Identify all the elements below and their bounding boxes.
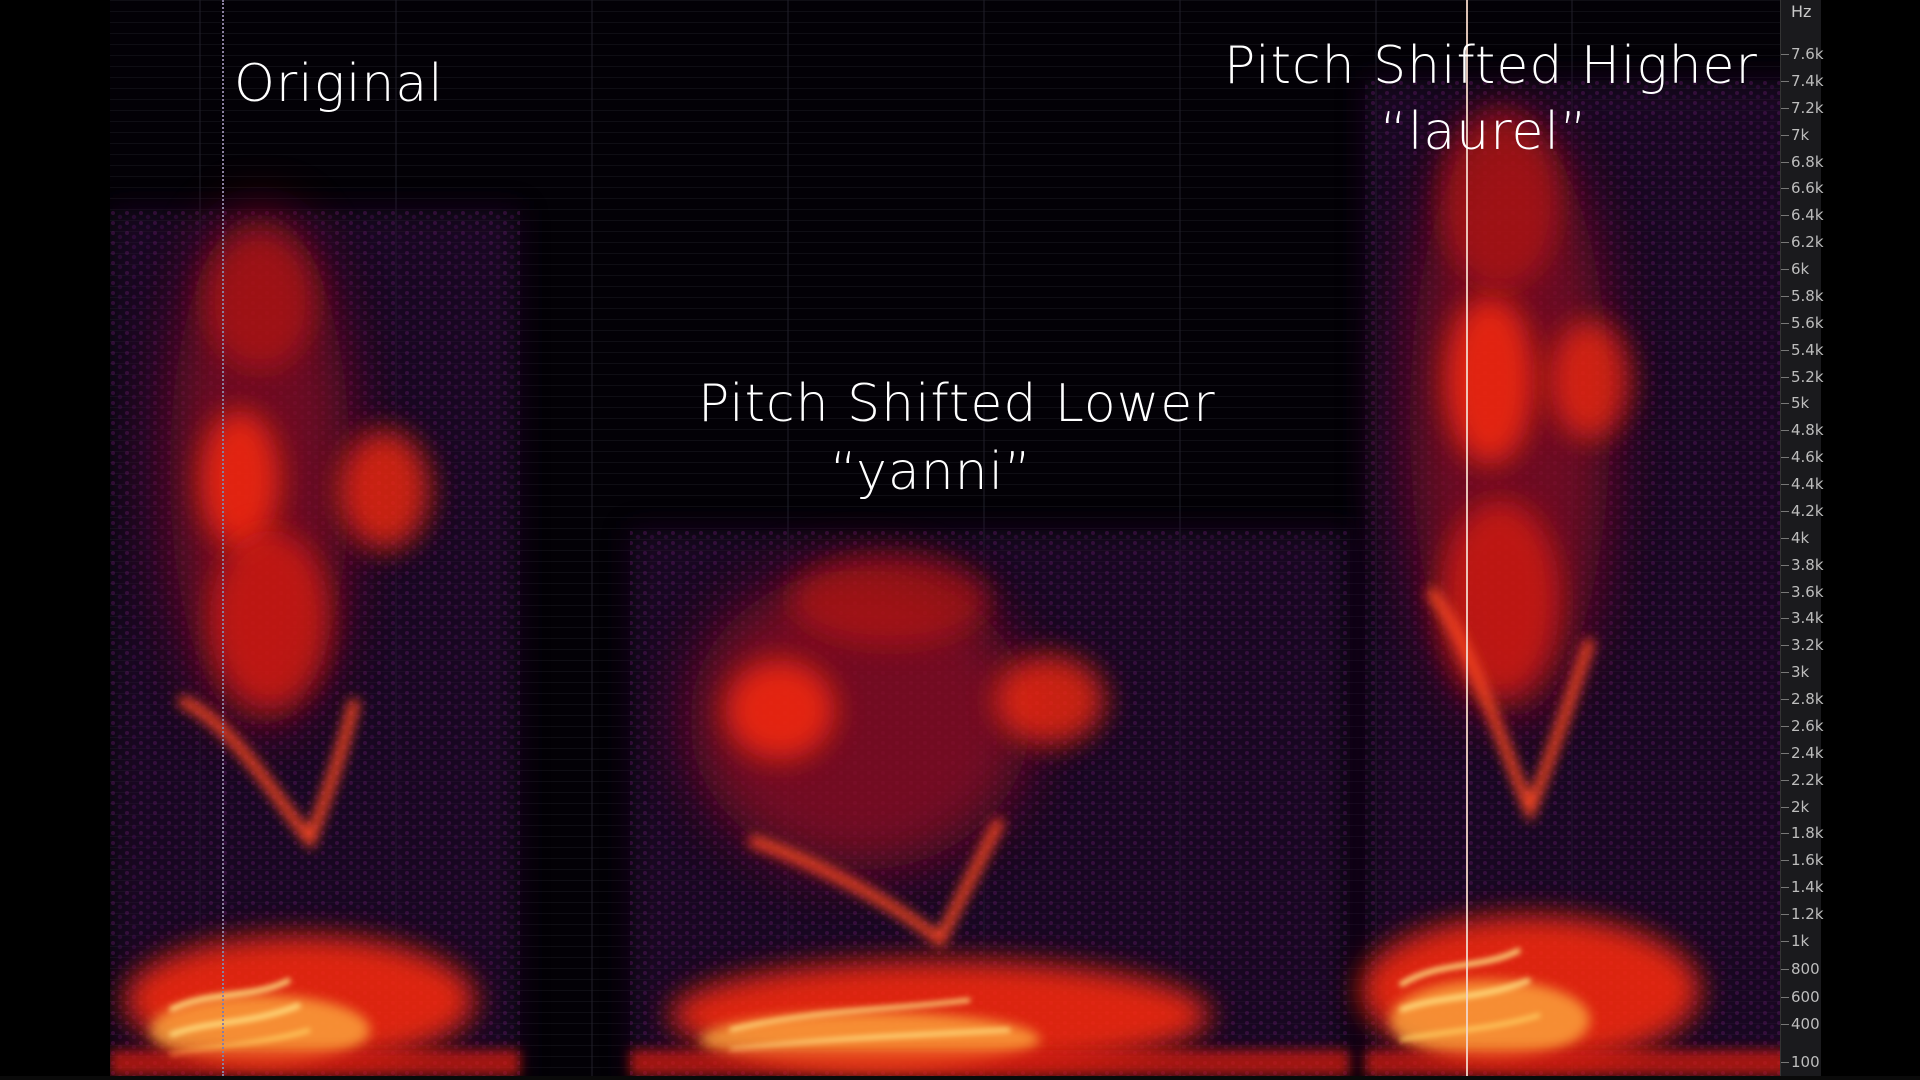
frequency-tick-label: 3.6k [1791, 582, 1824, 601]
tick-mark [1781, 887, 1789, 889]
frequency-tick-label: 7.4k [1791, 71, 1824, 90]
tick-mark [1781, 645, 1789, 647]
frequency-tick-label: 400 [1791, 1015, 1820, 1033]
frequency-tick-label: 7.2k [1791, 98, 1824, 117]
tick-mark [1781, 269, 1789, 271]
tick-mark [1781, 564, 1789, 566]
tick-mark [1781, 484, 1789, 486]
frequency-tick-label: 6.8k [1791, 152, 1824, 171]
frequency-tick-label: 2k [1791, 797, 1810, 816]
tick-mark [1781, 996, 1789, 998]
frequency-tick-label: 1k [1791, 932, 1810, 950]
frequency-tick-label: 1.8k [1791, 824, 1824, 843]
frequency-tick-label: 6.4k [1791, 206, 1824, 225]
tick-mark [1781, 779, 1789, 781]
frequency-tick-label: 6.6k [1791, 179, 1824, 198]
frequency-tick-label: 4.2k [1791, 501, 1824, 520]
frequency-tick-label: 1.4k [1791, 878, 1824, 897]
bottom-border [0, 1076, 1920, 1080]
frequency-tick-label: 3.4k [1791, 609, 1824, 628]
label-pitch-shifted-lower: Pitch Shifted Lower [698, 374, 1216, 434]
frequency-tick-label: 2.2k [1791, 770, 1824, 789]
tick-mark [1781, 107, 1789, 109]
frequency-tick-label: 6.2k [1791, 233, 1824, 252]
tick-mark [1781, 54, 1789, 55]
segment-lower [630, 530, 1350, 1076]
frequency-tick-label: 3k [1791, 663, 1810, 682]
frequency-tick-label: 1.6k [1791, 851, 1824, 870]
frequency-tick-label: 4.4k [1791, 475, 1824, 494]
segment-higher [1360, 80, 1780, 1076]
tick-mark [1781, 242, 1789, 244]
tick-mark [1781, 914, 1789, 916]
playhead-cursor[interactable] [1466, 0, 1468, 1076]
frequency-tick-label: 6k [1791, 260, 1810, 279]
frequency-tick-label: 4k [1791, 528, 1810, 547]
frequency-tick-label: 1.2k [1791, 905, 1824, 924]
tick-mark [1781, 188, 1789, 190]
frequency-tick-label: 5.4k [1791, 340, 1824, 359]
tick-mark [1781, 510, 1789, 512]
label-pitch-shifted-higher: Pitch Shifted Higher [1224, 36, 1758, 96]
frequency-tick-label: 800 [1791, 960, 1820, 978]
frequency-tick-label: 5.8k [1791, 286, 1824, 305]
tick-mark [1781, 322, 1789, 324]
tick-mark [1781, 80, 1789, 82]
tick-mark [1781, 295, 1789, 297]
tick-mark [1781, 806, 1789, 808]
tick-mark [1781, 969, 1789, 970]
tick-mark [1781, 403, 1789, 405]
frequency-tick-label: 7.6k [1791, 45, 1824, 63]
frequency-tick-label: 4.8k [1791, 421, 1824, 440]
segment-original [110, 210, 520, 1076]
label-original: Original [234, 54, 444, 114]
frequency-tick-label: 2.8k [1791, 690, 1824, 709]
tick-mark [1781, 591, 1789, 593]
tick-mark [1781, 752, 1789, 754]
frequency-tick-label: 2.4k [1791, 743, 1824, 762]
frequency-unit-label: Hz [1791, 2, 1812, 21]
label-yanni: “yanni” [830, 442, 1033, 502]
tick-mark [1781, 1062, 1789, 1063]
tick-mark [1781, 725, 1789, 727]
tick-mark [1781, 699, 1789, 701]
frequency-tick-label: 3.8k [1791, 555, 1824, 574]
label-laurel: “laurel” [1380, 102, 1588, 162]
frequency-tick-label: 5k [1791, 394, 1810, 413]
tick-mark [1781, 537, 1789, 539]
tick-mark [1781, 215, 1789, 217]
tick-mark [1781, 941, 1789, 942]
tick-mark [1781, 618, 1789, 620]
tick-mark [1781, 161, 1789, 163]
selection-start-marker[interactable] [222, 0, 224, 1076]
spectrogram-image [110, 0, 1780, 1076]
tick-mark [1781, 1024, 1789, 1025]
frequency-tick-label: 5.2k [1791, 367, 1824, 386]
tick-mark [1781, 457, 1789, 459]
tick-mark [1781, 430, 1789, 432]
frequency-tick-label: 100 [1791, 1053, 1820, 1071]
frequency-tick-label: 5.6k [1791, 313, 1824, 332]
frequency-tick-label: 4.6k [1791, 448, 1824, 467]
frequency-tick-label: 3.2k [1791, 636, 1824, 655]
tick-mark [1781, 134, 1789, 136]
frequency-tick-label: 600 [1791, 987, 1820, 1006]
frequency-axis[interactable]: Hz 7.6k 7.4k 7.2k 7k 6.8k 6.6k 6.4k 6.2k 6k 5.8k 5… [1780, 0, 1824, 1080]
tick-mark [1781, 349, 1789, 351]
tick-mark [1781, 860, 1789, 862]
tick-mark [1781, 376, 1789, 378]
spectrogram-canvas[interactable]: Original Pitch Shifted Lower “yanni” Pit… [110, 0, 1780, 1076]
frequency-tick-label: 2.6k [1791, 716, 1824, 735]
tick-mark [1781, 672, 1789, 674]
frequency-tick-label: 7k [1791, 125, 1810, 144]
tick-mark [1781, 833, 1789, 835]
